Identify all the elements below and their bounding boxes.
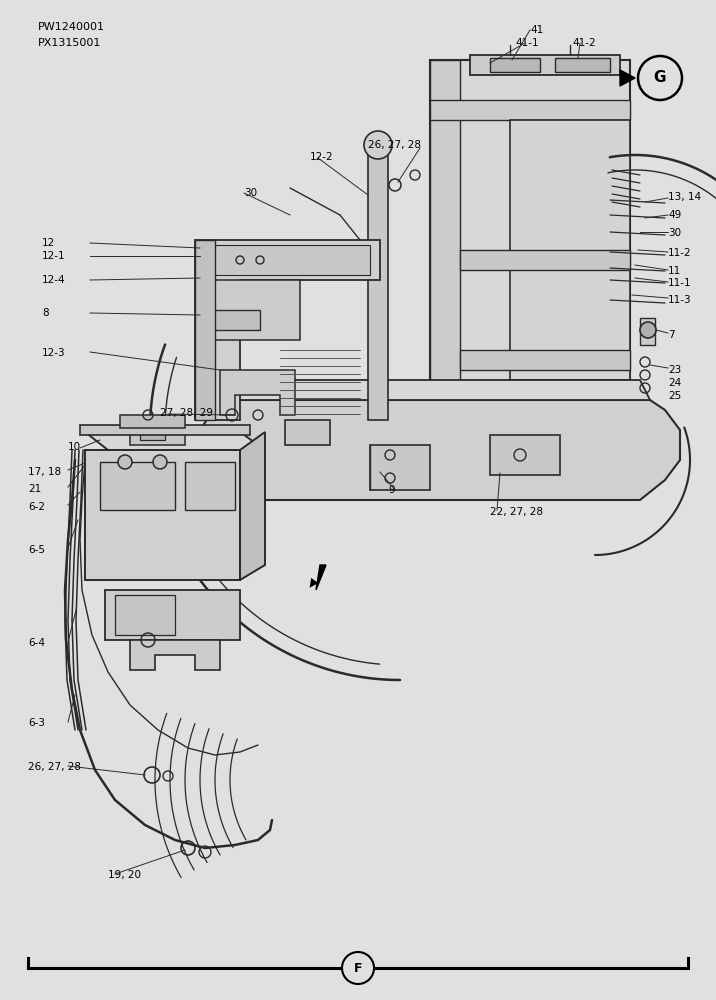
Text: 12-3: 12-3 <box>42 348 66 358</box>
Text: 41-1: 41-1 <box>515 38 538 48</box>
Text: 26, 27, 28: 26, 27, 28 <box>368 140 421 150</box>
Polygon shape <box>130 640 220 670</box>
Circle shape <box>342 952 374 984</box>
Polygon shape <box>510 120 630 380</box>
Text: 12-1: 12-1 <box>42 251 66 261</box>
Polygon shape <box>368 145 388 420</box>
Text: 9: 9 <box>388 485 395 495</box>
Text: 7: 7 <box>668 330 674 340</box>
Polygon shape <box>85 432 265 450</box>
Text: 41: 41 <box>530 25 543 35</box>
Text: 6-4: 6-4 <box>28 638 45 648</box>
Text: 8: 8 <box>42 308 49 318</box>
Polygon shape <box>490 435 560 475</box>
Text: F: F <box>354 962 362 974</box>
Polygon shape <box>195 240 215 420</box>
Polygon shape <box>555 58 610 72</box>
Text: 11: 11 <box>668 266 681 276</box>
Polygon shape <box>430 60 630 400</box>
Polygon shape <box>640 318 655 345</box>
Text: 23: 23 <box>668 365 681 375</box>
Text: 11-3: 11-3 <box>668 295 692 305</box>
Polygon shape <box>130 432 185 445</box>
Text: 6-2: 6-2 <box>28 502 45 512</box>
Polygon shape <box>200 245 370 275</box>
Polygon shape <box>490 58 540 72</box>
Polygon shape <box>115 595 175 635</box>
Circle shape <box>640 322 656 338</box>
Text: 12-4: 12-4 <box>42 275 66 285</box>
Text: 17, 18: 17, 18 <box>28 467 61 477</box>
Polygon shape <box>620 70 635 86</box>
Polygon shape <box>105 590 240 640</box>
Text: 6-5: 6-5 <box>28 545 45 555</box>
Polygon shape <box>200 380 650 400</box>
Circle shape <box>638 56 682 100</box>
Polygon shape <box>80 425 250 435</box>
Text: PW1240001: PW1240001 <box>38 22 105 32</box>
Text: 30: 30 <box>668 228 681 238</box>
Circle shape <box>118 455 132 469</box>
Text: 27, 28, 29: 27, 28, 29 <box>160 408 213 418</box>
Text: 11-1: 11-1 <box>668 278 692 288</box>
Polygon shape <box>430 100 630 120</box>
Text: 26, 27, 28: 26, 27, 28 <box>28 762 81 772</box>
Text: G: G <box>654 70 667 86</box>
Polygon shape <box>240 432 265 580</box>
Polygon shape <box>430 60 460 400</box>
Polygon shape <box>190 400 680 500</box>
Polygon shape <box>195 240 380 420</box>
Polygon shape <box>120 415 185 428</box>
Polygon shape <box>316 565 326 590</box>
Polygon shape <box>200 310 260 330</box>
Polygon shape <box>100 462 175 510</box>
Polygon shape <box>460 250 630 270</box>
Polygon shape <box>140 433 165 440</box>
Text: 12-2: 12-2 <box>310 152 334 162</box>
Text: 12: 12 <box>42 238 55 248</box>
Text: 13, 14: 13, 14 <box>668 192 701 202</box>
Text: 49: 49 <box>668 210 681 220</box>
Polygon shape <box>460 350 630 370</box>
Polygon shape <box>85 450 240 580</box>
Circle shape <box>153 455 167 469</box>
Text: 25: 25 <box>668 391 681 401</box>
Polygon shape <box>200 280 300 340</box>
Text: 19, 20: 19, 20 <box>108 870 141 880</box>
Text: 21: 21 <box>28 484 42 494</box>
Text: PX1315001: PX1315001 <box>38 38 102 48</box>
Circle shape <box>364 131 392 159</box>
Polygon shape <box>220 370 295 415</box>
Text: 10: 10 <box>68 442 81 452</box>
Text: 22, 27, 28: 22, 27, 28 <box>490 507 543 517</box>
Polygon shape <box>370 445 430 490</box>
Polygon shape <box>285 420 330 445</box>
Text: 24: 24 <box>668 378 681 388</box>
Text: 6-3: 6-3 <box>28 718 45 728</box>
Text: 41-2: 41-2 <box>572 38 596 48</box>
Polygon shape <box>185 462 235 510</box>
Text: 30: 30 <box>244 188 257 198</box>
Polygon shape <box>470 55 620 75</box>
Text: 11-2: 11-2 <box>668 248 692 258</box>
